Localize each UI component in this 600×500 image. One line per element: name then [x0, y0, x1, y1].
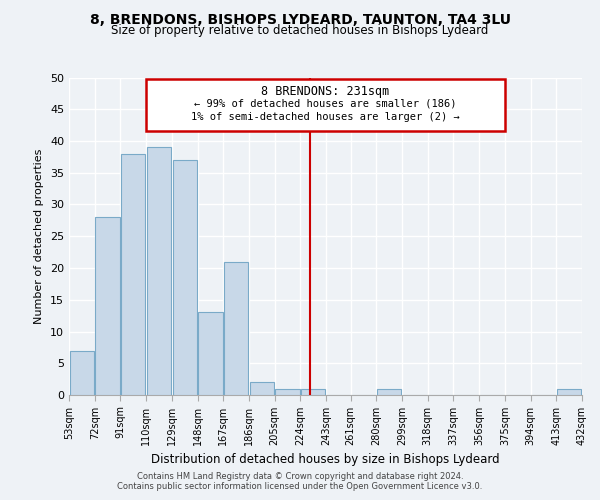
Text: 8, BRENDONS, BISHOPS LYDEARD, TAUNTON, TA4 3LU: 8, BRENDONS, BISHOPS LYDEARD, TAUNTON, T…: [89, 12, 511, 26]
Bar: [301, 388, 325, 395]
Y-axis label: Number of detached properties: Number of detached properties: [34, 148, 44, 324]
Bar: [557, 388, 581, 395]
Bar: [250, 382, 274, 395]
Text: 8 BRENDONS: 231sqm: 8 BRENDONS: 231sqm: [262, 85, 389, 98]
Text: Contains public sector information licensed under the Open Government Licence v3: Contains public sector information licen…: [118, 482, 482, 491]
X-axis label: Distribution of detached houses by size in Bishops Lydeard: Distribution of detached houses by size …: [151, 453, 500, 466]
Text: Size of property relative to detached houses in Bishops Lydeard: Size of property relative to detached ho…: [112, 24, 488, 37]
Bar: [70, 350, 94, 395]
Bar: [95, 217, 120, 395]
Text: 1% of semi-detached houses are larger (2) →: 1% of semi-detached houses are larger (2…: [191, 112, 460, 122]
Bar: [173, 160, 197, 395]
Bar: [377, 388, 401, 395]
Bar: [275, 388, 300, 395]
Text: ← 99% of detached houses are smaller (186): ← 99% of detached houses are smaller (18…: [194, 98, 457, 108]
Bar: [147, 148, 171, 395]
Text: Contains HM Land Registry data © Crown copyright and database right 2024.: Contains HM Land Registry data © Crown c…: [137, 472, 463, 481]
Bar: [224, 262, 248, 395]
Bar: [121, 154, 145, 395]
FancyBboxPatch shape: [146, 79, 505, 132]
Bar: [198, 312, 223, 395]
